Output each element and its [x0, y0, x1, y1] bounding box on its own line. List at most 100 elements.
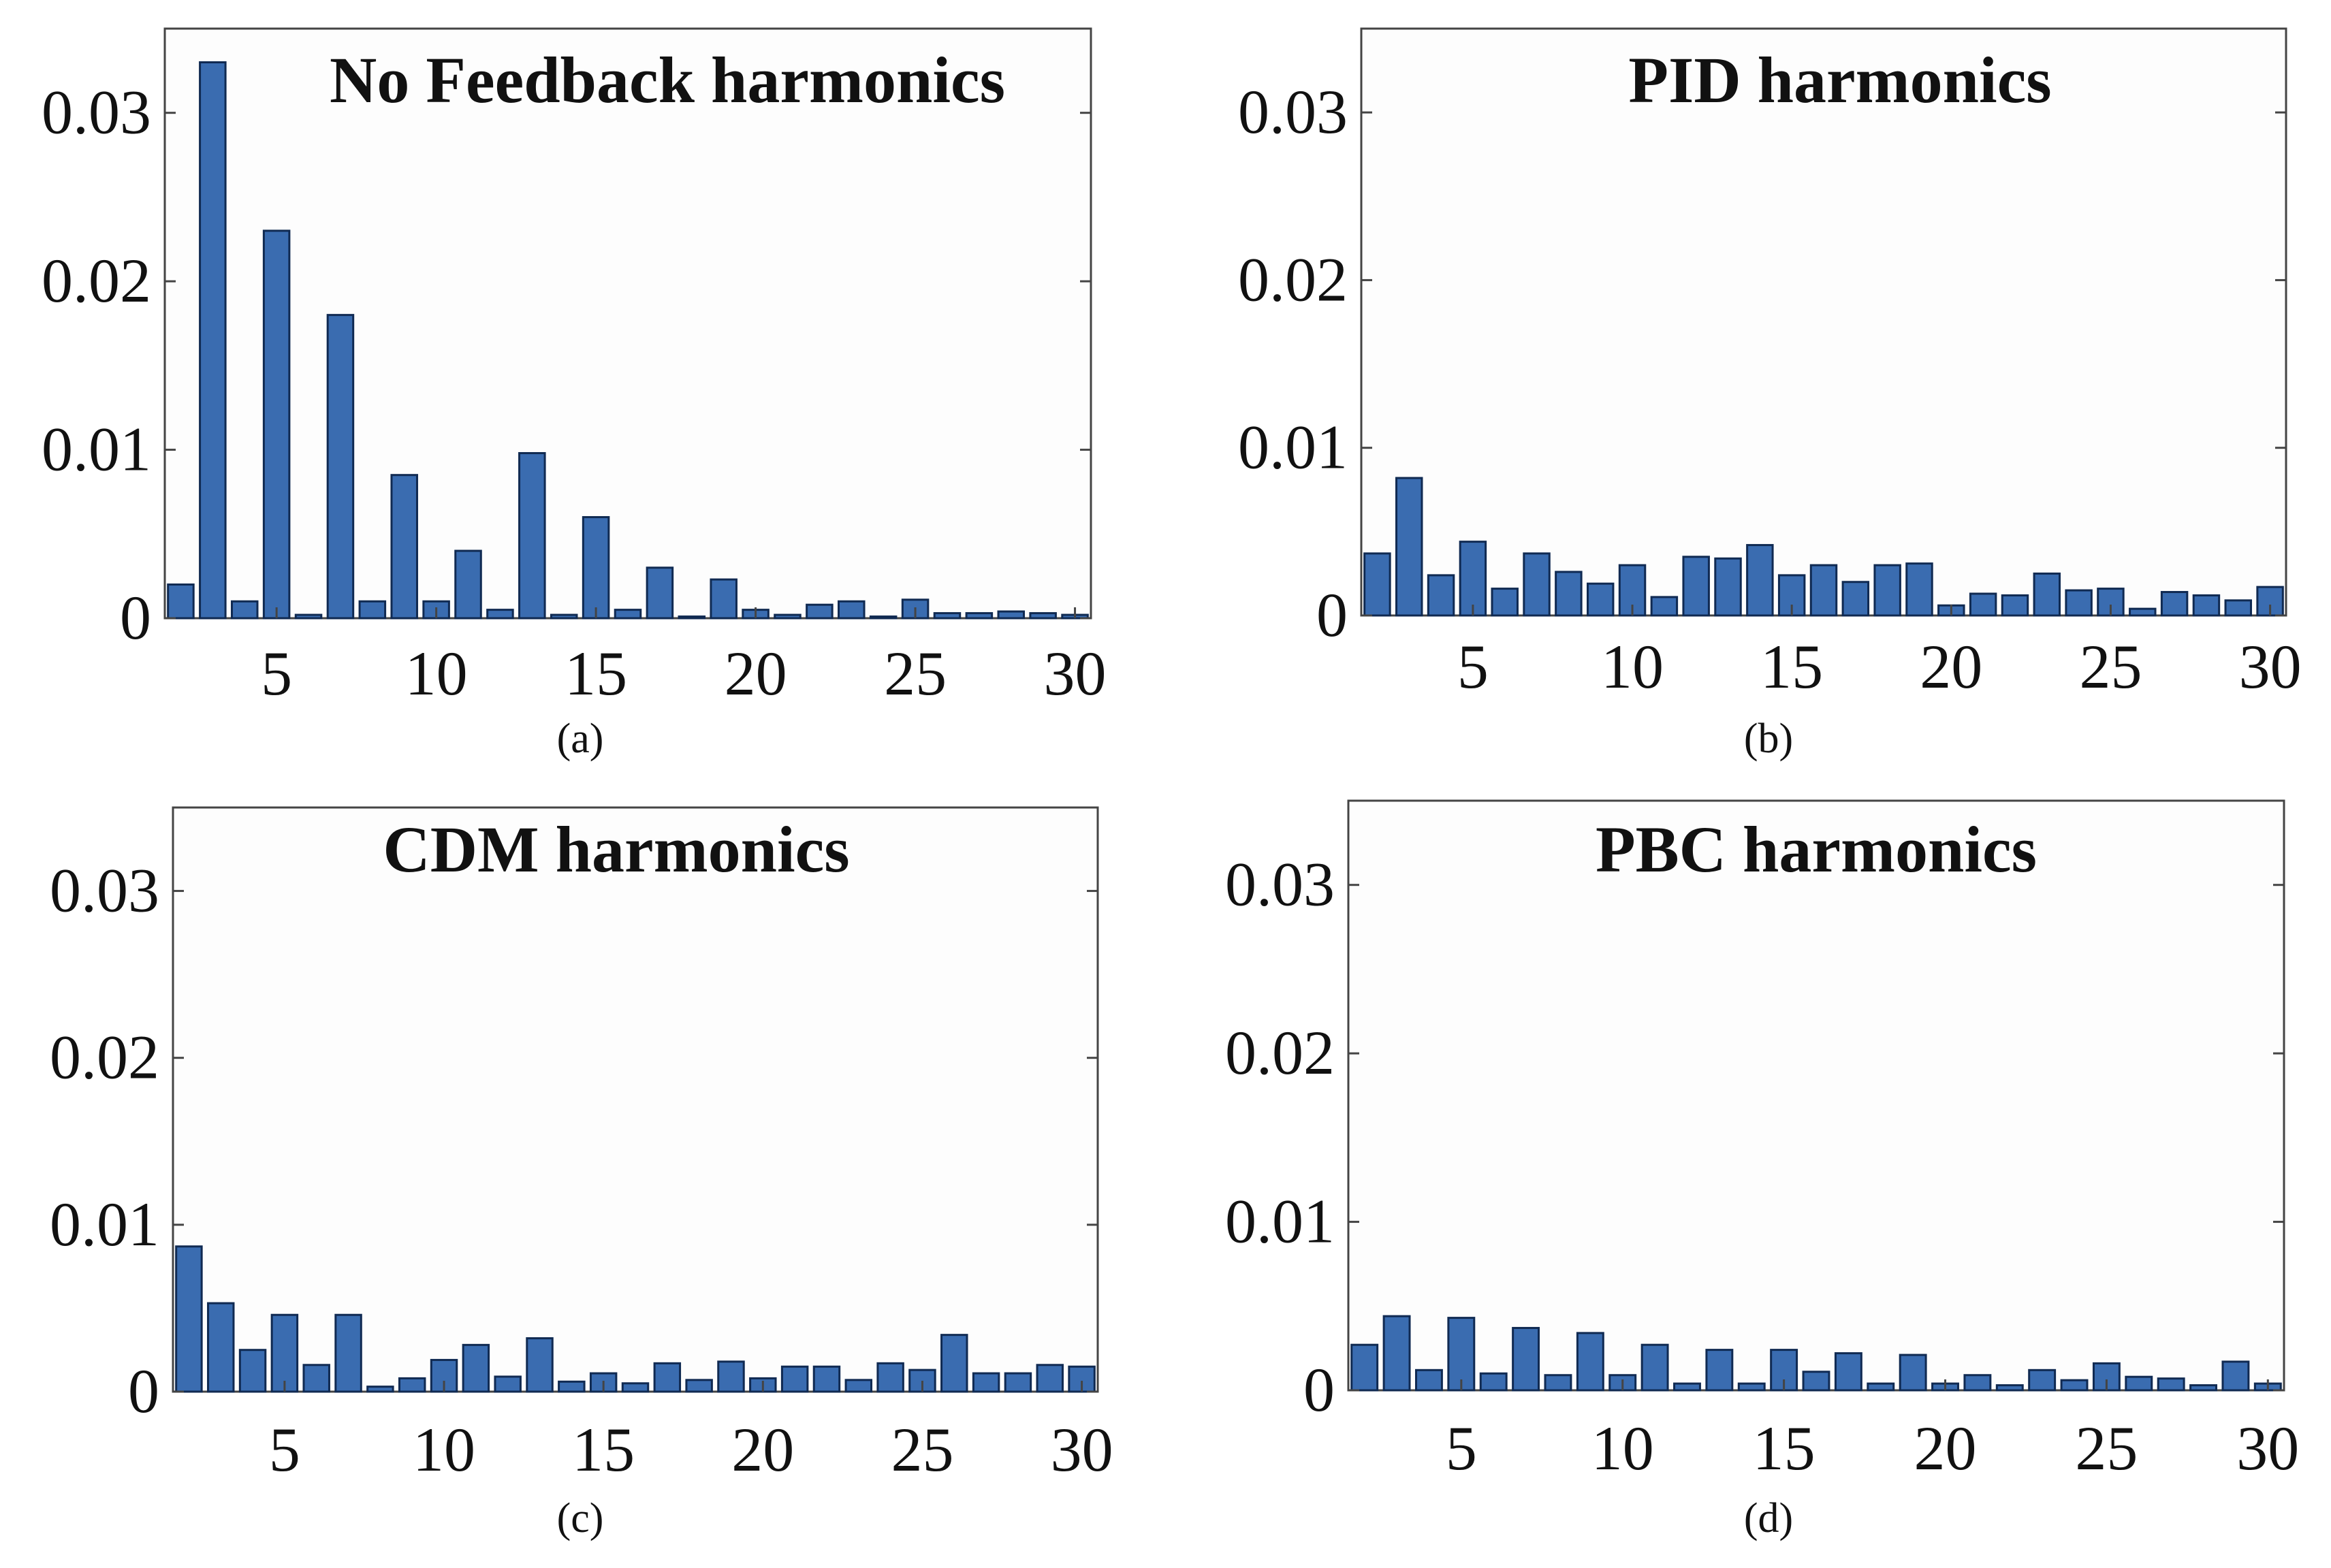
bar-harmonic-13 — [1705, 1349, 1734, 1392]
y-tick-label: 0 — [128, 1356, 159, 1426]
bar-harmonic-18 — [1873, 564, 1901, 617]
bar-harmonic-8 — [358, 600, 387, 620]
x-tick-label: 30 — [1051, 1415, 1113, 1484]
y-tick-label: 0 — [1303, 1355, 1335, 1424]
bar-harmonic-24 — [876, 1362, 904, 1393]
bar-harmonic-16 — [614, 609, 642, 620]
x-tick-label: 20 — [725, 639, 787, 708]
x-tick-label: 5 — [261, 639, 292, 708]
chart-panel-c: 0 0.01 0.02 0.03 5 10 15 20 25 30 CDM harmonics (c) — [50, 806, 1113, 1541]
bar-harmonic-16 — [1802, 1371, 1830, 1392]
bar-harmonic-5 — [1447, 1317, 1476, 1392]
plot-frame — [1347, 799, 2285, 1392]
y-tick-label: 0 — [120, 583, 151, 652]
bar-harmonic-23 — [2028, 1369, 2057, 1392]
bar-harmonic-2 — [167, 583, 195, 620]
x-tick-label: 5 — [1446, 1413, 1477, 1483]
bar-harmonic-6 — [1491, 588, 1519, 617]
bar-harmonic-22 — [806, 603, 834, 620]
bar-harmonic-21 — [1969, 592, 1997, 617]
bar-harmonic-3 — [199, 61, 227, 620]
bar-harmonic-14 — [558, 1380, 586, 1393]
y-tick-label: 0 — [1316, 580, 1348, 650]
bar-harmonic-14 — [550, 613, 578, 620]
chart-panel-d: 0 0.01 0.02 0.03 5 10 15 20 25 30 PBC harmonics (d) — [1225, 799, 2299, 1541]
bar-harmonic-7 — [1512, 1326, 1540, 1392]
bar-harmonic-19 — [1905, 562, 1933, 617]
bar-harmonic-21 — [774, 613, 802, 620]
bar-harmonic-17 — [646, 566, 674, 620]
bar-harmonic-13 — [526, 1337, 554, 1393]
bar-harmonic-17 — [1841, 581, 1870, 617]
bar-harmonic-27 — [2160, 591, 2189, 617]
bar-harmonic-9 — [1576, 1332, 1604, 1392]
x-tick-label: 10 — [1601, 632, 1664, 701]
plot-frame — [1360, 27, 2287, 617]
bar-harmonic-9 — [398, 1377, 426, 1393]
bar-harmonic-28 — [1004, 1372, 1032, 1393]
y-tick-label: 0.02 — [50, 1023, 159, 1092]
bar-harmonic-2 — [1363, 552, 1391, 617]
y-tick-label: 0.01 — [1238, 413, 1348, 482]
x-tick-label: 5 — [269, 1415, 300, 1484]
panel-caption: (a) — [557, 716, 604, 762]
bar-harmonic-21 — [780, 1365, 809, 1393]
bar-harmonic-8 — [366, 1386, 394, 1393]
bar-harmonic-21 — [1963, 1374, 1992, 1392]
bar-harmonic-8 — [1544, 1374, 1572, 1392]
bar-harmonic-7 — [334, 1313, 362, 1393]
bar-harmonic-22 — [2001, 594, 2029, 617]
bar-harmonic-9 — [390, 474, 418, 620]
x-tick-label: 10 — [405, 639, 468, 708]
bar-harmonic-29 — [2221, 1360, 2250, 1392]
y-tick-label: 0.02 — [1225, 1018, 1335, 1087]
chart-title: PBC harmonics — [1596, 813, 2037, 886]
bar-harmonic-5 — [262, 229, 291, 620]
bar-harmonic-2 — [1350, 1343, 1379, 1392]
bar-harmonic-18 — [678, 615, 706, 620]
y-tick-label: 0.02 — [42, 246, 151, 315]
bar-harmonic-27 — [972, 1372, 1000, 1393]
bar-harmonic-17 — [1834, 1352, 1862, 1392]
bar-harmonic-27 — [2157, 1377, 2185, 1392]
bar-harmonic-6 — [294, 613, 323, 620]
x-tick-label: 20 — [1914, 1413, 1977, 1483]
x-tick-label: 20 — [731, 1415, 794, 1484]
bar-harmonic-18 — [685, 1379, 713, 1393]
bar-harmonic-11 — [454, 549, 482, 620]
bar-harmonic-4 — [1414, 1369, 1443, 1392]
y-tick-label: 0.03 — [50, 856, 159, 925]
x-tick-label: 25 — [884, 639, 947, 708]
plot-frame — [163, 27, 1092, 620]
bar-harmonic-26 — [2129, 607, 2157, 617]
bar-harmonic-3 — [207, 1302, 235, 1393]
panel-caption: (d) — [1744, 1495, 1793, 1541]
bar-harmonic-12 — [1682, 556, 1710, 617]
y-tick-label: 0.02 — [1238, 244, 1348, 314]
y-tick-label: 0.01 — [42, 415, 151, 484]
bar-harmonic-28 — [2189, 1384, 2218, 1392]
x-tick-label: 15 — [572, 1415, 635, 1484]
bar-harmonic-23 — [844, 1379, 873, 1393]
bar-harmonic-28 — [2192, 594, 2221, 617]
bar-harmonic-5 — [1459, 541, 1487, 617]
bar-harmonic-13 — [518, 452, 546, 620]
bar-harmonic-3 — [1395, 477, 1423, 617]
bar-harmonic-6 — [302, 1364, 330, 1393]
bar-harmonic-11 — [462, 1343, 490, 1393]
bar-harmonic-6 — [1479, 1372, 1508, 1392]
bar-harmonic-23 — [838, 600, 866, 620]
bar-harmonic-29 — [1029, 612, 1057, 620]
bar-harmonic-24 — [2060, 1379, 2089, 1392]
bar-harmonic-4 — [1427, 574, 1455, 617]
x-tick-label: 15 — [1753, 1413, 1815, 1483]
bar-harmonic-16 — [621, 1382, 650, 1393]
chart-panel-b: 0 0.01 0.02 0.03 5 10 15 20 25 30 PID harmonics (b) — [1238, 27, 2302, 762]
y-tick-label: 0.01 — [1225, 1187, 1335, 1256]
bar-harmonic-2 — [175, 1245, 203, 1393]
chart-title: PID harmonics — [1628, 44, 2051, 116]
panel-caption: (b) — [1744, 716, 1793, 762]
bar-harmonic-5 — [270, 1313, 299, 1393]
chart-title: No Feedback harmonics — [330, 44, 1005, 116]
